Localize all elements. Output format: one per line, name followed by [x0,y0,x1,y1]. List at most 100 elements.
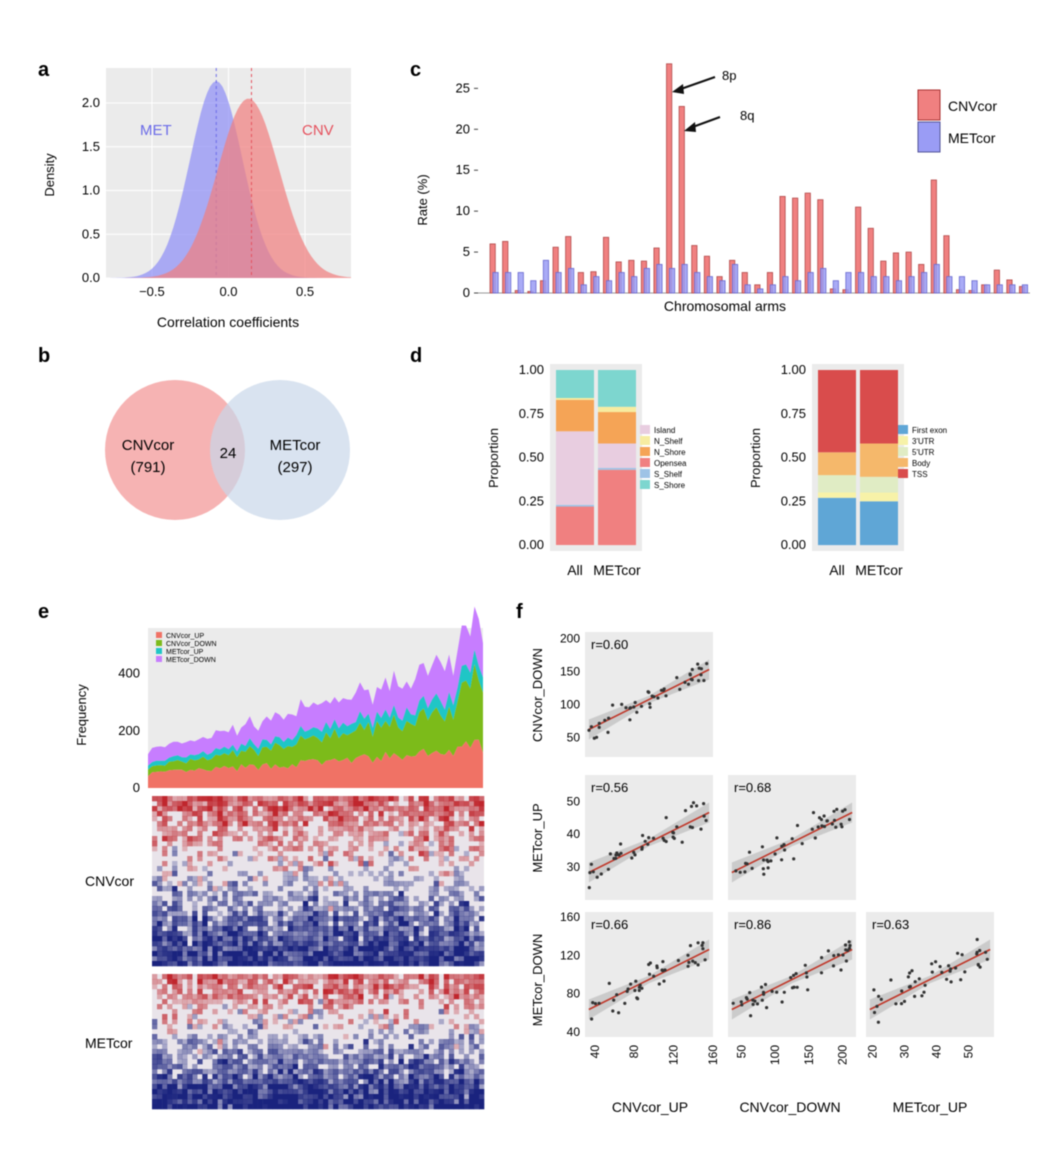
heatmap-cnvcor-cell [157,946,163,952]
heatmap-cnvcor-cell [242,911,248,917]
heatmap-cnvcor-cell [157,876,163,882]
heatmap-cnvcor-cell [172,941,178,947]
heatmap-metcor-cell [302,1039,309,1045]
heatmap-cnvcor-cell [157,896,163,902]
scatter-point [633,700,637,705]
heatmap-metcor-cell [227,1104,233,1110]
heatmap-metcor-cell [338,1004,344,1010]
heatmap-metcor-cell [277,1054,284,1060]
heatmap-cnvcor-cell [368,961,374,967]
heatmap-cnvcor-cell [242,871,248,877]
heatmap-cnvcor-cell [207,926,213,932]
heatmap-metcor-cell [167,1089,173,1095]
heatmap-cnvcor-cell [423,936,429,942]
heatmap-cnvcor-cell [428,946,434,952]
heatmap-cnvcor-cell [287,871,294,877]
scatter-point [920,994,924,998]
heatmap-cnvcor-cell [353,856,359,862]
heatmap-metcor-cell [403,1089,409,1095]
heatmap-metcor-cell [242,974,248,980]
heatmap-cnvcor-cell [232,951,238,957]
heatmap-cnvcor-cell [227,926,233,932]
heatmap-metcor-cell [272,1089,278,1095]
heatmap-cnvcor-cell [217,846,223,852]
f-ylabel-1: METcor_UP [530,803,545,872]
heatmap-metcor-cell [388,974,394,980]
heatmap-cnvcor-cell [217,956,223,962]
heatmap-metcor-cell [187,1094,193,1100]
heatmap-cnvcor-cell [468,941,475,947]
heatmap-metcor-cell [318,1059,324,1065]
scatter-point [750,866,754,871]
heatmap-metcor-cell [292,1079,299,1085]
heatmap-cnvcor-cell [473,821,480,827]
heatmap-metcor-cell [192,1014,198,1020]
f-xtick-label: 150 [802,1045,816,1065]
heatmap-cnvcor-cell [162,951,168,957]
heatmap-metcor-cell [242,1099,248,1105]
heatmap-cnvcor-cell [272,931,278,937]
heatmap-metcor-cell [282,1054,289,1060]
metcor-bar-4 [542,259,549,294]
heatmap-metcor-cell [292,984,299,990]
scatter-point [688,825,692,829]
heatmap-cnvcor-cell [373,876,379,882]
heatmap-metcor-cell [338,979,344,985]
panel-e-y-axis-title: Frequency [74,684,89,746]
heatmap-cnvcor-cell [413,876,419,882]
scatter-point [591,1001,595,1005]
heatmap-cnvcor-cell [287,931,294,937]
heatmap-metcor-cell [448,1074,455,1080]
heatmap-cnvcor-cell [257,796,263,802]
heatmap-cnvcor-cell [292,811,299,817]
f-ytick-label: 200 [560,632,580,646]
heatmap-metcor-cell [373,1104,379,1110]
heatmap-cnvcor-cell [363,796,369,802]
heatmap-cnvcor-cell [383,881,389,887]
heatmap-cnvcor-cell [247,936,253,942]
scatter-point [648,702,652,706]
heatmap-metcor-cell [247,1034,253,1040]
heatmap-cnvcor-cell [182,956,188,962]
heatmap-cnvcor-cell [277,856,284,862]
heatmap-cnvcor-cell [227,961,233,967]
heatmap-metcor-cell [418,1024,424,1030]
heatmap-cnvcor-cell [428,851,434,857]
heatmap-metcor-cell [358,1104,364,1110]
heatmap-cnvcor-cell [388,881,394,887]
scatter-point [749,1014,753,1018]
heatmap-cnvcor-cell [257,871,263,877]
heatmap-metcor-cell [277,1099,284,1105]
heatmap-cnvcor-cell [172,806,178,812]
heatmap-cnvcor-cell [232,851,238,857]
heatmap-cnvcor-cell [388,956,394,962]
heatmap-metcor-cell [443,1104,450,1110]
heatmap-cnvcor-cell [468,946,475,952]
heatmap-metcor-cell [262,989,268,995]
heatmap-cnvcor-cell [398,946,404,952]
heatmap-cnvcor-cell [383,946,389,952]
heatmap-metcor-cell [378,1039,384,1045]
heatmap-metcor-cell [468,1074,475,1080]
heatmap-metcor-cell [207,984,213,990]
panel-a-density: MET CNV 0.00.51.01.52.0−0.5 0.0 0.5 Correl… [42,68,351,330]
scatter-point [761,990,766,995]
heatmap-metcor-cell [378,974,384,980]
heatmap-cnvcor-cell [398,906,404,912]
scatter-point [739,1000,743,1004]
heatmap-cnvcor-cell [207,841,213,847]
heatmap-metcor-cell [328,1074,334,1080]
heatmap-metcor-cell [358,974,364,980]
heatmap-cnvcor-cell [388,896,394,902]
heatmap-metcor-cell [207,1084,213,1090]
heatmap-cnvcor-cell [152,911,158,917]
heatmap-metcor-cell [428,1059,434,1065]
heatmap-cnvcor-cell [448,911,455,917]
d-right-ytick-label-0: 0.00 [781,537,806,552]
heatmap-cnvcor-cell [152,896,158,902]
heatmap-metcor-cell [217,1019,223,1025]
heatmap-cnvcor-cell [428,916,434,922]
heatmap-metcor-cell [328,1004,334,1010]
heatmap-cnvcor-cell [428,921,434,927]
